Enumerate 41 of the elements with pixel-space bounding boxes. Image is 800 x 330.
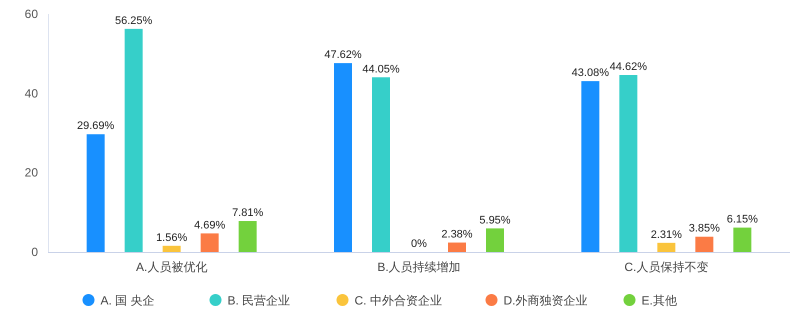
data-label: 29.69% — [77, 120, 115, 132]
bar — [124, 28, 143, 252]
legend-label: D.外商独资企业 — [504, 294, 588, 308]
legend-label: B. 民营企业 — [228, 294, 290, 308]
data-label: 2.38% — [441, 228, 473, 241]
bar — [372, 77, 390, 252]
bar — [619, 75, 638, 252]
data-label: 6.15% — [726, 214, 758, 226]
data-label: 7.81% — [232, 207, 264, 220]
bar — [448, 242, 466, 252]
bar — [86, 134, 105, 252]
legend-label: C. 中外合资企业 — [354, 294, 442, 308]
y-tick-label: 60 — [24, 7, 38, 21]
bar — [657, 242, 676, 252]
data-label: 5.95% — [479, 214, 511, 226]
bar — [200, 233, 219, 252]
bar — [486, 228, 504, 252]
data-label: 44.62% — [610, 61, 648, 74]
bar — [733, 228, 752, 252]
data-label: 43.08% — [572, 67, 610, 80]
x-tick-label: C.人员保持不变 — [624, 260, 708, 274]
legend-label: E.其他 — [642, 294, 677, 308]
data-label: 2.31% — [650, 228, 682, 241]
data-label: 3.85% — [688, 222, 720, 235]
bar — [238, 221, 257, 252]
bar — [695, 236, 714, 252]
y-tick-label: 0 — [31, 245, 38, 259]
data-label: 44.05% — [362, 63, 400, 76]
x-tick-label: A.人员被优化 — [136, 260, 208, 274]
data-label: 0% — [411, 238, 428, 250]
bar — [162, 246, 181, 252]
x-tick-label: B.人员持续增加 — [377, 260, 461, 274]
data-label: 47.62% — [324, 49, 362, 62]
y-tick-label: 40 — [24, 86, 38, 100]
data-label: 1.56% — [156, 232, 188, 244]
data-label: 56.25% — [115, 14, 153, 27]
y-tick-label: 20 — [24, 166, 38, 180]
data-label: 4.69% — [194, 219, 226, 232]
bar — [581, 81, 600, 252]
legend-label: A. 国 央企 — [100, 294, 155, 308]
bar — [334, 63, 352, 252]
